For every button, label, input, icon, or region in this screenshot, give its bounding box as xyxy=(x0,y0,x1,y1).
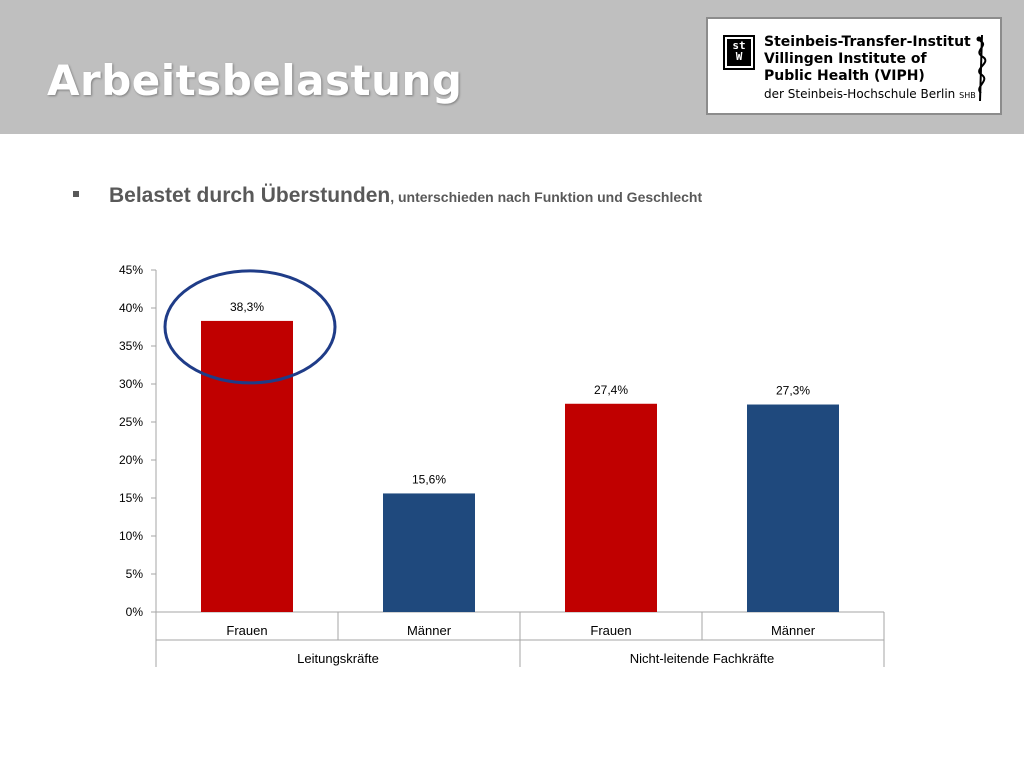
logo-line-2: Villingen Institute of xyxy=(764,51,927,67)
logo-mark-bottom: W xyxy=(735,50,743,63)
data-label: 38,3% xyxy=(230,300,264,314)
y-tick-label: 40% xyxy=(119,301,143,315)
bar-1 xyxy=(383,493,475,612)
logo-line-1: Steinbeis-Transfer-Institut xyxy=(764,34,971,50)
y-tick-label: 25% xyxy=(119,415,143,429)
subtitle-rest: , unterschieden nach Funktion und Geschl… xyxy=(390,189,703,205)
logo-line-4: der Steinbeis-Hochschule Berlin SHB xyxy=(764,87,976,101)
x-tick-label: Männer xyxy=(407,623,452,638)
aesculapian-staff-icon xyxy=(976,34,987,102)
logo-line-4-text: der Steinbeis-Hochschule Berlin xyxy=(764,87,956,101)
data-label: 15,6% xyxy=(412,472,446,486)
logo-mark-top: st xyxy=(732,39,746,52)
subtitle-main: Belastet durch Überstunden xyxy=(109,184,391,207)
x-tick-label: Frauen xyxy=(590,623,631,638)
logo-line-3: Public Health (VIPH) xyxy=(764,68,925,84)
y-tick-label: 20% xyxy=(119,453,143,467)
slide-header: Arbeitsbelastung st W Steinbeis-Transfer… xyxy=(0,0,1024,134)
bullet-marker xyxy=(73,191,79,197)
y-tick-label: 30% xyxy=(119,377,143,391)
group-label-1: Nicht-leitende Fachkräfte xyxy=(630,651,775,666)
stw-logo-icon: st W xyxy=(723,35,755,70)
x-tick-label: Frauen xyxy=(226,623,267,638)
y-tick-label: 5% xyxy=(126,567,144,581)
y-tick-label: 10% xyxy=(119,529,143,543)
x-tick-label: Männer xyxy=(771,623,816,638)
logo-line-4-suffix: SHB xyxy=(959,91,976,100)
y-tick-label: 45% xyxy=(119,263,143,277)
y-tick-label: 0% xyxy=(126,605,144,619)
highlight-ellipse xyxy=(163,269,337,385)
institute-logo: st W Steinbeis-Transfer-Institut Villing… xyxy=(706,17,1002,115)
bar-3 xyxy=(747,404,839,612)
group-label-0: Leitungskräfte xyxy=(297,651,379,666)
bar-0 xyxy=(201,320,293,612)
data-label: 27,3% xyxy=(776,384,810,398)
bar-2 xyxy=(565,403,657,612)
slide-title: Arbeitsbelastung xyxy=(47,56,463,105)
y-tick-label: 35% xyxy=(119,339,143,353)
chart-subtitle: Belastet durch Überstunden, unterschiede… xyxy=(109,184,702,208)
y-tick-label: 15% xyxy=(119,491,143,505)
data-label: 27,4% xyxy=(594,383,628,397)
